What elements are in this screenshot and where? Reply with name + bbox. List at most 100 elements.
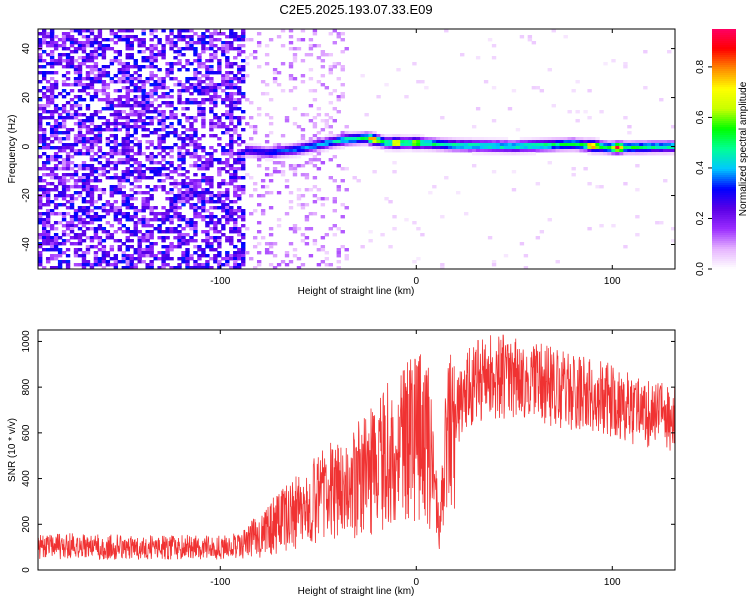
spectrogram-cell <box>233 38 238 42</box>
spectrogram-cell <box>69 143 75 147</box>
colorbar-segment <box>712 183 736 186</box>
spectrogram-cell <box>551 29 556 33</box>
colorbar-ticks: 0.00.20.40.60.8 <box>695 60 712 276</box>
spectrogram-cell <box>249 146 254 150</box>
spectrogram-cell <box>105 65 111 69</box>
spectrogram-cell <box>157 68 162 72</box>
spectrogram-cell <box>603 149 608 153</box>
spectrogram-cell <box>81 221 87 225</box>
spectrogram-cell <box>165 209 170 213</box>
spectrogram-cell <box>241 248 246 252</box>
spectrogram-cell <box>340 38 345 42</box>
spectrogram-cell <box>133 113 138 117</box>
spectrogram-cell <box>97 110 103 114</box>
spectrogram-cell <box>113 32 119 36</box>
spectrogram-cell <box>38 257 43 261</box>
spectrogram-cell <box>320 59 326 63</box>
spectrogram-cell <box>647 146 652 150</box>
spectrogram-cell <box>527 140 533 144</box>
spectrogram-cell <box>173 266 178 269</box>
spectrogram-cell <box>264 140 270 144</box>
colorbar-segment <box>712 205 736 208</box>
spectrogram-cell <box>515 128 521 132</box>
spectrogram-cell <box>205 92 210 96</box>
spectrogram-cell <box>448 140 453 144</box>
spectrogram-cell <box>149 209 154 213</box>
spectrogram-cell <box>173 227 178 231</box>
spectrogram-cell <box>308 140 314 144</box>
spectrogram-cell <box>89 29 95 33</box>
spectrogram-cell <box>85 167 91 171</box>
spectrogram-cell <box>256 251 262 255</box>
spectrogram-cell <box>45 188 51 192</box>
spectrogram-cell <box>133 110 138 114</box>
spectrogram-cell <box>237 50 242 54</box>
spectrogram-cell <box>237 233 242 237</box>
spectrogram-cell <box>81 77 87 81</box>
spectrogram-cell <box>671 152 675 156</box>
spectrogram-cell <box>97 41 103 45</box>
spectrogram-cell <box>121 179 126 183</box>
spectrogram-cell <box>519 242 525 246</box>
spectrogram-cell <box>129 98 134 102</box>
spectrogram-cell <box>113 173 119 177</box>
spectrogram-cell <box>53 227 59 231</box>
spectrogram-cell <box>157 185 162 189</box>
colorbar-segment <box>712 99 736 102</box>
spectrogram-cell <box>193 191 198 195</box>
spectrogram-cell <box>217 239 222 243</box>
spectrogram-cell <box>217 47 222 51</box>
spectrogram-cell <box>129 206 134 210</box>
spectrogram-cell <box>145 116 150 120</box>
spectrogram-cell <box>332 146 337 150</box>
spectrogram-cell <box>225 251 230 255</box>
spectrogram-cell <box>49 167 55 171</box>
spectrogram-cell <box>97 71 103 75</box>
spectrogram-cell <box>137 74 142 78</box>
spectrogram-cell <box>308 68 314 72</box>
spectrogram-cell <box>583 110 588 114</box>
spectrogram-cell <box>213 104 218 108</box>
spectrogram-cell <box>296 194 302 198</box>
spectrogram-cell <box>101 44 107 48</box>
spectrogram-cell <box>157 173 162 177</box>
spectrogram-cell <box>149 53 154 57</box>
spectrogram-cell <box>61 179 67 183</box>
spectrogram-cell <box>551 140 556 144</box>
spectrogram-cell <box>137 218 142 222</box>
spectrogram-cell <box>38 125 43 129</box>
spectrogram-cell <box>296 140 302 144</box>
spectrogram-cell <box>93 212 99 216</box>
spectrogram-cell <box>249 143 254 147</box>
colorbar-segment <box>712 249 736 252</box>
spectrogram-cell <box>225 77 230 81</box>
spectrogram-cell <box>157 53 162 57</box>
spectrogram-cell <box>241 158 246 162</box>
spectrogram-cell <box>300 80 306 84</box>
spectrogram-cell <box>237 185 242 189</box>
spectrogram-cell <box>288 41 294 45</box>
spectrogram-cell <box>193 134 198 138</box>
colorbar-segment <box>712 163 736 166</box>
spectrogram-cell <box>217 68 222 72</box>
spectrogram-cell <box>221 191 226 195</box>
spectrogram-cell <box>65 224 71 228</box>
spectrogram-cell <box>201 35 206 39</box>
spectrogram-cell <box>555 149 560 153</box>
spectrogram-cell <box>221 89 226 93</box>
spectrogram-cell <box>38 155 43 159</box>
spectrogram-cell <box>376 95 381 99</box>
spectrogram-cell <box>531 143 537 147</box>
spectrogram-cell <box>85 86 91 90</box>
spectrogram-cell <box>53 257 59 261</box>
spectrogram-cell <box>77 218 83 222</box>
spectrogram-cell <box>105 38 111 42</box>
spectrogram-cell <box>69 200 75 204</box>
spectrogram-cell <box>245 38 250 42</box>
spectrogram-cell <box>595 152 600 156</box>
spectrogram-cell <box>137 86 142 90</box>
spectrogram-cell <box>41 233 47 237</box>
spectrogram-cell <box>117 218 123 222</box>
spectrogram-cell <box>368 137 373 141</box>
spectrogram-cell <box>113 89 119 93</box>
